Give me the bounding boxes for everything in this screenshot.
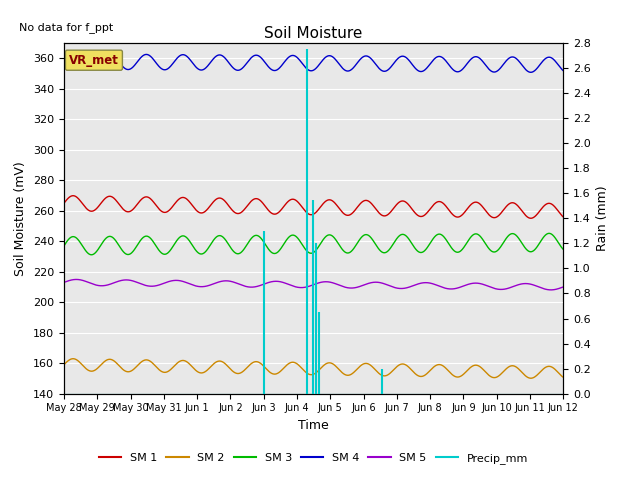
Legend: SM 1, SM 2, SM 3, SM 4, SM 5, Precip_mm: SM 1, SM 2, SM 3, SM 4, SM 5, Precip_mm (95, 448, 532, 468)
X-axis label: Time: Time (298, 419, 329, 432)
Text: No data for f_ppt: No data for f_ppt (19, 22, 113, 33)
Text: VR_met: VR_met (69, 54, 119, 67)
Title: Soil Moisture: Soil Moisture (264, 25, 363, 41)
Y-axis label: Soil Moisture (mV): Soil Moisture (mV) (15, 161, 28, 276)
Y-axis label: Rain (mm): Rain (mm) (596, 186, 609, 251)
